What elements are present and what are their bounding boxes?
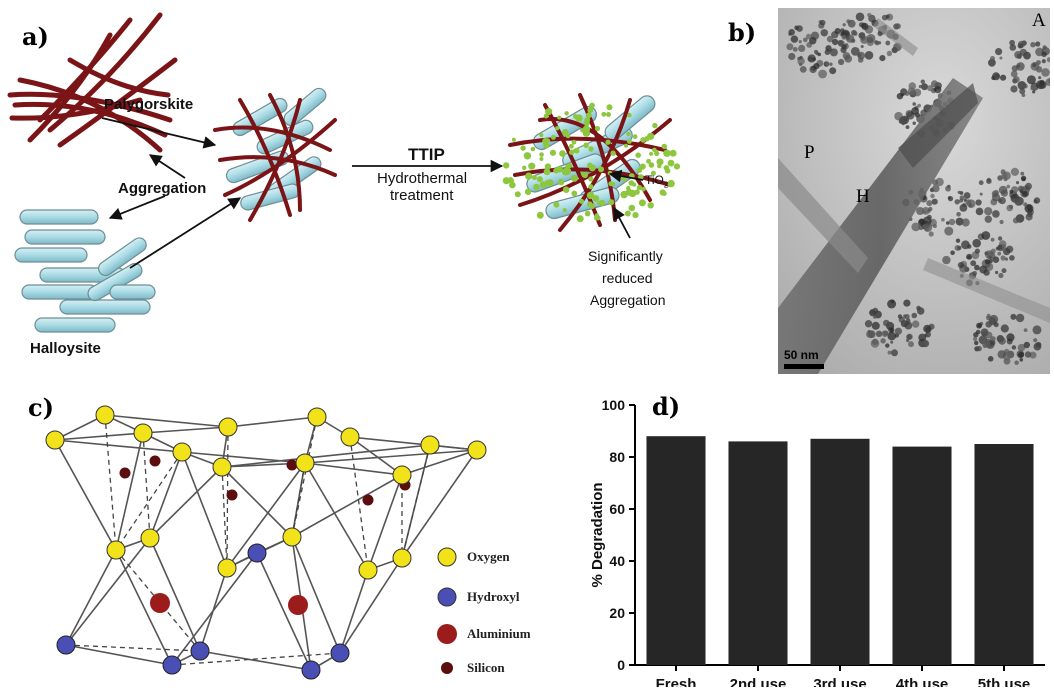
panel-a-label: a) (22, 22, 49, 51)
tio2-cluster (502, 93, 681, 232)
panel-a-schematic (7, 12, 681, 333)
degradation-chart: 0 20 40 60 80 100 Fresh 2nd use 3rd use 4th use 5… (589, 397, 1045, 687)
halloysite-tubes (14, 209, 156, 333)
reduced-label-2: reduced (602, 270, 653, 286)
silicon-dot (441, 662, 453, 674)
x-tick-label: 2nd use (730, 676, 787, 687)
y-axis-label: % Degradation (589, 482, 606, 587)
aggregation-label: Aggregation (118, 180, 207, 197)
tem-label-p: P (804, 142, 815, 163)
y-tick-label: 60 (609, 501, 625, 517)
legend-oxygen: Oxygen (467, 549, 510, 564)
x-tick-label: 5th use (978, 676, 1031, 687)
y-tick-label: 40 (609, 553, 625, 569)
y-tick-label: 100 (602, 397, 626, 413)
treatment-label: treatment (390, 187, 454, 204)
x-tick-label: 4th use (896, 676, 949, 687)
panel-c-label: c) (28, 393, 54, 422)
legend-hydroxyl: Hydroxyl (467, 589, 520, 604)
bar-3 (810, 438, 870, 665)
tem-label-h: H (856, 186, 870, 207)
mixed-cluster (213, 87, 337, 222)
tem-image: A P H 50 nm (778, 8, 1050, 374)
aluminium-dot (437, 624, 457, 644)
oxygen-dot (437, 547, 457, 567)
palygorskite-label: Palygorskite (104, 96, 194, 113)
bar-4 (892, 446, 952, 665)
reduced-label-3: Aggregation (590, 292, 666, 308)
palygorskite-rods (7, 12, 178, 153)
bar-1 (646, 436, 706, 665)
panel-a: a) (0, 0, 760, 380)
legend-swatches (437, 547, 457, 674)
y-tick-label: 80 (609, 449, 625, 465)
arrows (101, 117, 644, 269)
x-tick-label: Fresh (656, 676, 697, 687)
tio2-label: TiO2 (645, 173, 669, 190)
tem-label-a: A (1032, 10, 1046, 31)
legend-silicon: Silicon (467, 660, 505, 675)
tio2-particles (502, 102, 681, 223)
crystal-legend: Oxygen Hydroxyl Aluminium Silicon (435, 545, 555, 685)
bar-5 (974, 444, 1034, 665)
x-tick-label: 3rd use (813, 676, 866, 687)
reduced-label-1: Significantly (588, 248, 663, 264)
hydroxyl-dot (437, 587, 457, 607)
legend-aluminium: Aluminium (467, 626, 531, 641)
y-tick-label: 0 (617, 657, 625, 673)
panel-d-label: d) (652, 392, 681, 421)
y-tick-label: 20 (609, 605, 625, 621)
scalebar-label: 50 nm (784, 348, 819, 362)
crystal-structure (45, 405, 487, 680)
bar-2 (728, 441, 788, 665)
hydrothermal-label: Hydrothermal (377, 170, 468, 187)
halloysite-label: Halloysite (30, 340, 101, 357)
tem-texture (778, 8, 1050, 374)
ttip-label: TTIP (408, 145, 445, 164)
panel-b-label: b) (728, 18, 757, 47)
